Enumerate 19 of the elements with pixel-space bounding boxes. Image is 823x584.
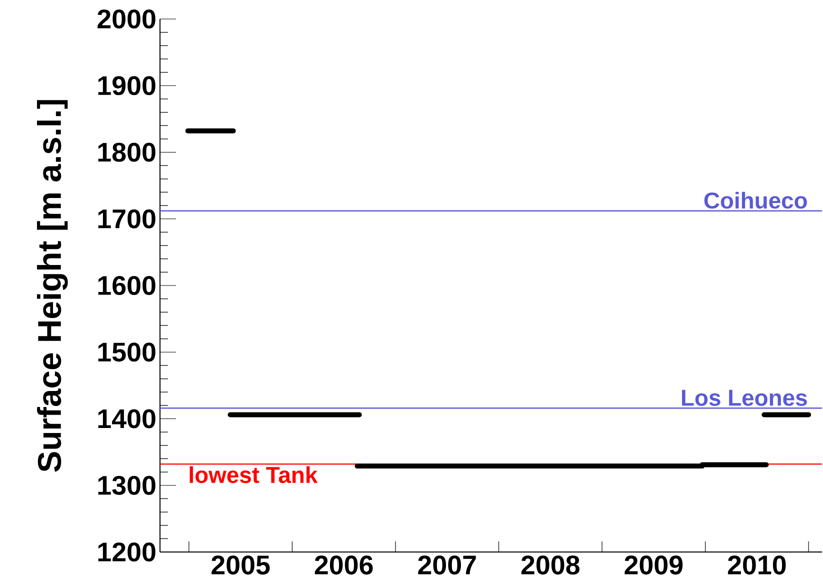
y-axis-title: Surface Height [m a.s.l.]: [37, 100, 68, 472]
y-tick-label: 1300: [98, 476, 156, 495]
y-tick-label: 1500: [98, 342, 156, 362]
ref-line-label: Los Leones: [682, 390, 807, 406]
y-tick-label: 1700: [98, 209, 156, 228]
ref-line-label: Coihueco: [704, 192, 807, 209]
y-tick-label: 1200: [98, 542, 156, 562]
ref-line-label: lowest Tank: [190, 466, 318, 484]
y-tick-label: 1800: [98, 142, 156, 162]
x-tick-label: 2010: [728, 556, 786, 575]
y-tick-label: 1900: [98, 76, 156, 96]
x-tick-label: 2006: [314, 556, 373, 575]
x-tick-label: 2009: [624, 556, 683, 575]
y-tick-label: 2000: [98, 9, 156, 29]
x-tick-label: 2007: [418, 556, 476, 575]
x-tick-label: 2008: [521, 556, 580, 575]
x-tick-label: 2005: [212, 556, 270, 575]
y-tick-label: 1600: [98, 276, 156, 296]
y-tick-label: 1400: [98, 409, 156, 428]
